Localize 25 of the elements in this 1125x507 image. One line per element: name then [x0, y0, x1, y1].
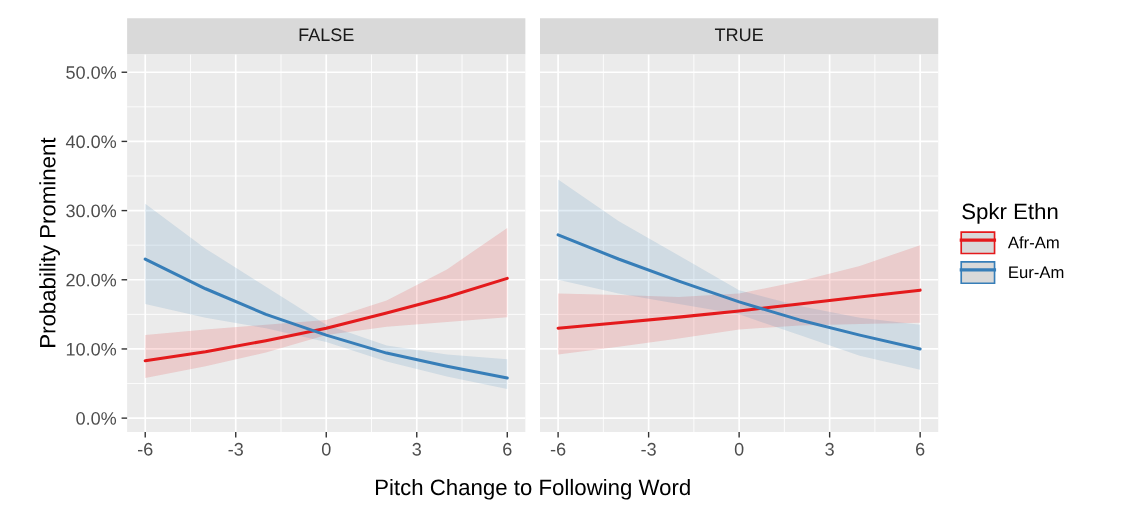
- x-tick-label: 0: [734, 442, 744, 456]
- legend-title: Spkr Ethn: [962, 203, 1058, 224]
- chart-title: TRUE: [714, 28, 763, 42]
- y-tick-label: 0.0%: [76, 412, 117, 425]
- x-tick-label: -3: [641, 442, 656, 456]
- line-series: [143, 257, 509, 380]
- y-axis-title: Probability Prominent: [39, 137, 60, 347]
- x-tick-label: 0: [321, 442, 331, 456]
- chart-title: FALSE: [299, 28, 354, 42]
- y-tick-label: 40.0%: [65, 135, 117, 149]
- x-tick-label: -3: [228, 442, 243, 456]
- x-axis-title: Pitch Change to Following Word: [375, 478, 690, 500]
- legend-label: Afr-Am: [1007, 236, 1059, 249]
- x-tick-label: 6: [916, 442, 925, 456]
- y-tick-label: 10.0%: [66, 342, 117, 356]
- line-series: [143, 276, 509, 363]
- x-tick-label: 3: [825, 442, 834, 456]
- x-tick-label: 6: [503, 442, 512, 456]
- legend-label: Eur-Am: [1009, 266, 1064, 279]
- x-tick-label: -6: [550, 442, 566, 456]
- x-tick-label: 3: [412, 442, 421, 456]
- x-tick-label: -6: [138, 442, 153, 456]
- y-tick-label: 20.0%: [66, 273, 117, 287]
- y-tick-label: 30.0%: [66, 204, 117, 218]
- y-tick-label: 50.0%: [66, 66, 117, 79]
